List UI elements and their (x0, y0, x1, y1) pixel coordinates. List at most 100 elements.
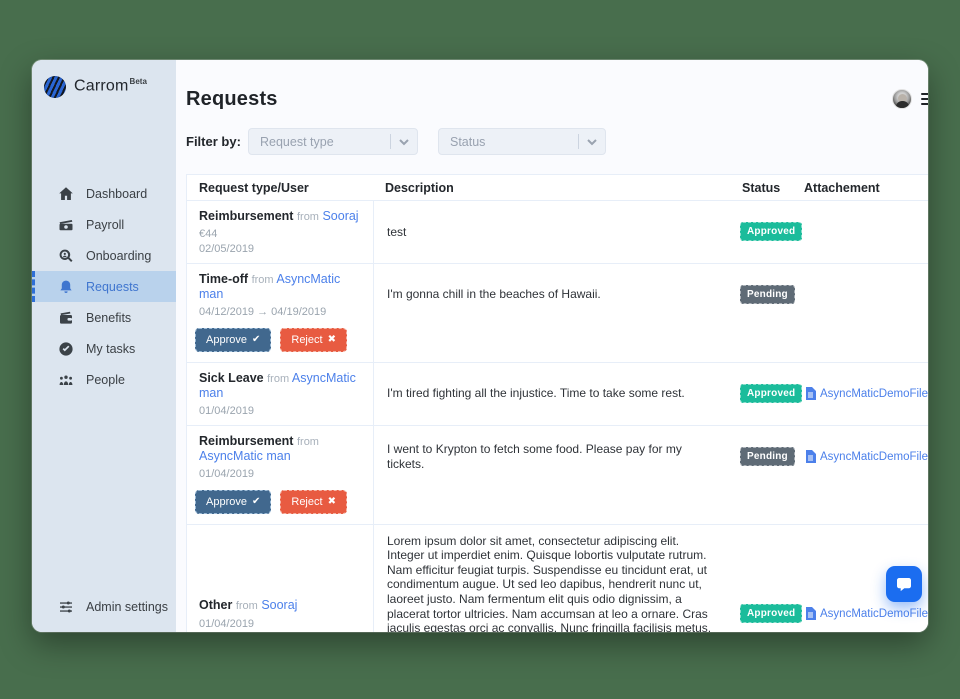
request-user-cell: Sick Leave from AsyncMatic man 01/04/201… (187, 363, 373, 425)
col-header-status: Status (742, 180, 781, 195)
main-content: Requests Filter by: Request type Status … (176, 60, 928, 632)
main-header: Requests (186, 84, 928, 114)
attachment-link[interactable]: AsyncMaticDemoFile3 (820, 607, 928, 620)
from-label: from (251, 273, 274, 286)
request-date: 01/04/2019 (199, 617, 255, 630)
status-badge: Approved (740, 384, 803, 404)
beta-badge: Beta (129, 77, 147, 87)
attachment-cell: AsyncMaticDemoFile1 (792, 426, 928, 488)
requests-table: Request type/User Description Status Att… (186, 174, 928, 632)
sidebar-item-onboarding[interactable]: Onboarding (32, 240, 176, 271)
check-icon: ✔ (251, 496, 261, 507)
col-header-description: Description (385, 180, 454, 195)
brand-name: CarromBeta (74, 77, 147, 95)
request-amount: €44 (199, 228, 218, 241)
sidebar-item-payroll[interactable]: Payroll (32, 209, 176, 240)
from-label: from (235, 600, 258, 613)
request-date: 01/04/2019 (199, 404, 255, 417)
reject-button[interactable]: Reject ✖ (280, 489, 347, 514)
table-row: Sick Leave from AsyncMatic man 01/04/201… (186, 361, 928, 426)
approve-button[interactable]: Approve ✔ (195, 489, 272, 514)
sidebar-item-my-tasks[interactable]: My tasks (32, 333, 176, 364)
request-description: I went to Krypton to fetch some food. Pl… (387, 441, 682, 471)
from-label: from (267, 372, 290, 385)
sidebar-item-label: Requests (86, 279, 139, 294)
app-name: Carrom (74, 77, 129, 95)
request-type-select[interactable]: Request type (248, 128, 418, 155)
attachment-cell: AsyncMaticDemoFile3 (792, 363, 928, 425)
user-link[interactable]: AsyncMatic man (199, 370, 356, 400)
check-icon: ✔ (251, 334, 261, 346)
request-type-placeholder: Request type (260, 134, 334, 149)
home-icon (59, 186, 73, 200)
sidebar-item-admin-settings[interactable]: Admin settings (32, 591, 176, 622)
col-header-request-type: Request type/User (199, 180, 309, 195)
table-row: Reimbursement from AsyncMatic man 01/04/… (186, 424, 928, 525)
status-cell: Approved (730, 201, 803, 263)
people-icon (59, 375, 73, 385)
request-description: test (387, 224, 407, 239)
from-label: from (296, 435, 319, 448)
request-dates: 04/12/2019 → 04/19/2019 (199, 305, 327, 318)
status-select[interactable]: Status (438, 128, 606, 155)
attachment-cell (792, 201, 928, 263)
app-window: CarromBeta Dashboard Payroll Onboarding … (32, 60, 928, 632)
wallet-icon (60, 311, 72, 324)
status-badge: Approved (740, 222, 803, 242)
sidebar-nav: Dashboard Payroll Onboarding Requests Be… (32, 178, 176, 395)
chevron-down-icon (391, 137, 417, 147)
table-row: Time-off from AsyncMatic man 04/12/2019 … (186, 262, 928, 363)
bell-icon (60, 280, 72, 293)
chat-bubble-icon (897, 578, 912, 592)
sidebar-item-benefits[interactable]: Benefits (32, 302, 176, 333)
attachment-link[interactable]: AsyncMaticDemoFile3 (820, 387, 928, 400)
sidebar-item-label: Onboarding (86, 248, 152, 263)
chevron-down-icon (579, 137, 605, 147)
sidebar-item-requests[interactable]: Requests (32, 271, 176, 302)
request-date: 01/04/2019 (199, 467, 255, 480)
status-cell: Approved (730, 525, 803, 633)
menu-icon[interactable] (921, 93, 928, 105)
row-actions: Approve ✔ Reject ✖ (187, 488, 373, 524)
request-date: 02/05/2019 (199, 242, 255, 255)
brand: CarromBeta (32, 60, 176, 100)
chat-button[interactable] (886, 566, 923, 602)
sidebar-item-dashboard[interactable]: Dashboard (32, 178, 176, 209)
request-description: Lorem ipsum dolor sit amet, consectetur … (387, 533, 712, 633)
x-icon: ✖ (327, 334, 336, 346)
status-cell: Pending (730, 426, 795, 488)
sidebar-item-people[interactable]: People (32, 364, 176, 395)
attachment-link[interactable]: AsyncMaticDemoFile1 (820, 450, 928, 463)
sidebar-item-label: Payroll (86, 217, 125, 232)
sidebar-item-label: Benefits (86, 310, 132, 325)
request-user-cell: Other from Sooraj 01/04/2019 (187, 525, 373, 633)
attachment-cell (792, 264, 928, 326)
sidebar: CarromBeta Dashboard Payroll Onboarding … (32, 60, 176, 632)
sidebar-item-label: Admin settings (86, 599, 168, 614)
filter-label: Filter by: (186, 134, 241, 149)
reject-button[interactable]: Reject ✖ (280, 327, 347, 352)
request-type: Reimbursement (199, 209, 294, 223)
sidebar-item-label: Dashboard (86, 186, 148, 201)
user-link[interactable]: Sooraj (322, 209, 359, 223)
user-link[interactable]: AsyncMatic man (199, 271, 341, 301)
request-user-cell: Reimbursement from AsyncMatic man 01/04/… (187, 426, 373, 488)
approve-button[interactable]: Approve ✔ (195, 327, 272, 352)
select-divider (390, 134, 391, 149)
user-avatar[interactable] (892, 89, 913, 109)
row-actions: Approve ✔ Reject ✖ (187, 326, 373, 362)
sliders-icon (60, 601, 72, 612)
check-circle-icon (59, 341, 73, 356)
request-type: Sick Leave (199, 370, 264, 385)
from-label: from (296, 211, 319, 223)
sidebar-item-label: People (86, 372, 125, 387)
filter-bar: Filter by: Request type Status (186, 128, 928, 155)
status-cell: Approved (730, 363, 803, 425)
file-icon (806, 607, 816, 621)
x-icon: ✖ (327, 496, 336, 507)
status-badge: Approved (740, 604, 803, 624)
status-placeholder: Status (450, 134, 486, 149)
user-link[interactable]: Sooraj (261, 598, 298, 613)
user-link[interactable]: AsyncMatic man (199, 448, 291, 463)
request-user-cell: Time-off from AsyncMatic man 04/12/2019 … (187, 264, 373, 326)
